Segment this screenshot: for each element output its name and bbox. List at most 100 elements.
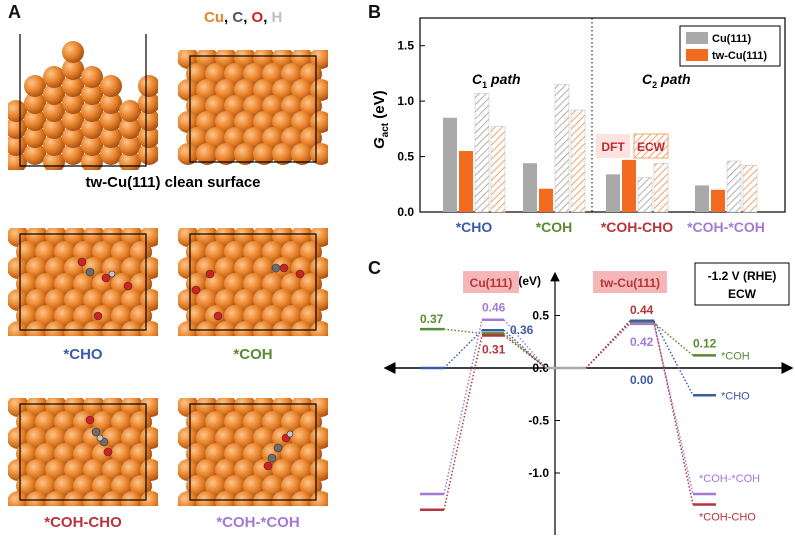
cu-atom — [119, 134, 141, 156]
o-atom — [123, 281, 133, 291]
cell-outline — [19, 34, 147, 167]
cu-atom — [224, 443, 246, 465]
b-ylabel: Gact (eV) — [371, 90, 391, 149]
cu-atom — [205, 273, 227, 295]
cu-atom — [73, 305, 95, 327]
caption-cohcoh: *COH-*COH — [216, 514, 300, 531]
cu-atom — [262, 63, 284, 85]
cu-atom — [186, 475, 208, 497]
cu-atom — [272, 321, 294, 336]
cu-atom — [121, 491, 143, 506]
o-atom — [263, 461, 273, 471]
c-link — [443, 319, 483, 495]
cu-atom — [45, 459, 67, 481]
cu-atom — [54, 475, 76, 497]
cu-atom — [81, 100, 103, 122]
caption-coh: *COH — [233, 346, 273, 363]
cu-atom — [83, 491, 105, 506]
cu-atom — [8, 321, 29, 336]
cu-atom — [26, 427, 48, 449]
cu-atom — [102, 257, 124, 279]
cu-atom — [234, 491, 256, 506]
cu-atom — [81, 83, 103, 105]
legend-cu: Cu — [204, 9, 224, 26]
cohcho-view — [8, 398, 158, 506]
cu-atom — [224, 95, 246, 117]
cu-atom — [140, 427, 158, 449]
c-link — [443, 328, 483, 335]
b-legend-swatch — [686, 32, 708, 44]
cu-atom — [186, 127, 208, 149]
method-tag-label: DFT — [601, 140, 625, 154]
c1-path-label: C1 path — [472, 71, 521, 90]
cu-atom — [253, 79, 275, 101]
cu-atom — [54, 411, 76, 433]
cu-atom — [215, 427, 237, 449]
cu-atom — [234, 257, 256, 279]
cu-atom — [253, 111, 275, 133]
c-link — [585, 321, 631, 369]
cu-atom — [24, 126, 46, 148]
cu-atom — [215, 257, 237, 279]
cu-atom — [100, 126, 122, 148]
cu-atom — [310, 143, 328, 165]
legend-o: O — [251, 9, 264, 26]
cu-atom — [138, 92, 158, 114]
b-category-label: *CHO — [456, 219, 493, 235]
cu-atom — [121, 427, 143, 449]
cu-atom — [234, 143, 256, 165]
cu-atom — [234, 427, 256, 449]
cu-atom — [215, 111, 237, 133]
cu-atom — [121, 459, 143, 481]
clean-side-view — [8, 34, 158, 170]
cu-atom — [138, 143, 158, 165]
cu-atom — [83, 459, 105, 481]
c-val: 0.42 — [630, 335, 654, 349]
cu-atom — [111, 443, 133, 465]
cu-atom — [205, 241, 227, 263]
cu-atom — [43, 100, 65, 122]
cu-atom — [119, 151, 141, 170]
c-link — [653, 323, 694, 495]
element-legend: Cu, C, O, H — [204, 9, 283, 26]
c-surface-cu: Cu(111) — [470, 276, 513, 290]
cu-atom — [262, 273, 284, 295]
cu-atom — [45, 257, 67, 279]
cu-atom — [81, 151, 103, 170]
bar-2-0 — [606, 174, 620, 212]
cu-atom — [81, 134, 103, 156]
cu-atom — [281, 241, 303, 263]
cu-atom — [310, 289, 328, 311]
cu-atom — [281, 411, 303, 433]
cu-atom — [205, 95, 227, 117]
cu-atom — [43, 117, 65, 139]
cu-atom — [281, 273, 303, 295]
cu-atom — [35, 475, 57, 497]
cu-atom — [92, 305, 114, 327]
cu-atom — [8, 151, 27, 170]
cu-atom — [196, 143, 218, 165]
clean-top-view — [178, 50, 328, 165]
cu-atom — [81, 66, 103, 88]
cu-atom — [64, 427, 86, 449]
cu-atom — [100, 109, 122, 131]
bar-1-2 — [554, 84, 570, 213]
cu-atom — [111, 305, 133, 327]
o-atom — [77, 257, 87, 267]
cu-atom — [8, 100, 27, 122]
cu-atom — [140, 289, 158, 311]
c-side-label: *COH — [721, 350, 750, 362]
cho-side-view — [8, 228, 158, 336]
c2-path-label: C2 path — [642, 71, 691, 90]
c-ytick-label: 0.5 — [532, 309, 549, 323]
bar-3-1 — [711, 189, 725, 212]
cu-atom — [24, 92, 46, 114]
cu-atom — [253, 321, 275, 336]
c-surface-tag-bg — [463, 271, 519, 293]
cu-atom — [73, 273, 95, 295]
cell-box — [189, 403, 317, 501]
caption-cohcho: *COH-CHO — [44, 514, 122, 531]
cu-atom — [291, 111, 313, 133]
cu-atom — [178, 143, 199, 165]
cu-atom — [186, 241, 208, 263]
